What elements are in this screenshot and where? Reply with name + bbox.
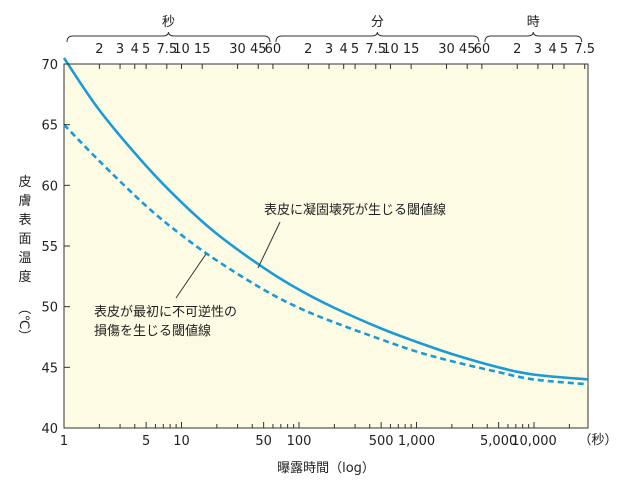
y-axis-title-char: 面 xyxy=(18,232,31,247)
y-tick-label: 50 xyxy=(41,301,58,316)
top-tick-label: 60 xyxy=(474,42,491,57)
top-tick-label: 3 xyxy=(534,42,542,57)
annotation-necrosis-leader xyxy=(257,221,281,269)
top-tick-label: 30 xyxy=(229,42,246,57)
y-tick-label: 60 xyxy=(41,179,58,194)
top-tick-label: 2 xyxy=(95,42,103,57)
y-axis-title-char: 膚 xyxy=(18,193,31,209)
y-tick-label: 40 xyxy=(41,422,58,437)
x-tick-label: 5,000 xyxy=(480,434,517,449)
top-tick-label: 7.5 xyxy=(574,42,595,57)
top-bracket-label: 時 xyxy=(527,15,540,30)
x-tick-label: 1 xyxy=(60,434,68,449)
top-tick-label: 4 xyxy=(548,42,556,57)
y-axis-unit-group: （℃） xyxy=(16,302,31,343)
x-tick-label: 100 xyxy=(287,434,312,449)
annotation-irreversible-label-line2: 損傷を生じる閾値線 xyxy=(94,323,211,339)
top-tick-label: 2 xyxy=(304,42,312,57)
x-tick-label: 10 xyxy=(173,434,190,449)
x-tick-label: 1,000 xyxy=(398,434,435,449)
top-tick-label: 7.5 xyxy=(156,42,177,57)
top-tick-label: 10 xyxy=(173,42,190,57)
annotation-irreversible-leader xyxy=(175,253,207,299)
y-tick-label: 45 xyxy=(41,361,58,376)
top-bracket-label: 秒 xyxy=(162,15,175,30)
top-bracket-label: 分 xyxy=(371,15,384,30)
y-axis-title-char: 温 xyxy=(18,251,31,266)
top-tick-label: 15 xyxy=(194,42,211,57)
x-tick-label: 10,000 xyxy=(511,434,557,449)
x-tick-label: 50 xyxy=(255,434,272,449)
top-tick-label: 45 xyxy=(250,42,267,57)
top-tick-label: 3 xyxy=(325,42,333,57)
top-tick-label: 4 xyxy=(131,42,139,57)
annotation-irreversible-label-line1: 表皮が最初に不可逆性の xyxy=(94,304,237,320)
top-tick-label: 15 xyxy=(403,42,420,57)
top-bracket xyxy=(484,31,583,43)
top-tick-label: 30 xyxy=(438,42,455,57)
top-bracket xyxy=(66,31,271,43)
top-tick-label: 3 xyxy=(116,42,124,57)
top-tick-label: 2 xyxy=(513,42,521,57)
y-axis-unit: （℃） xyxy=(16,302,31,343)
top-tick-label: 10 xyxy=(382,42,399,57)
top-tick-label: 60 xyxy=(265,42,282,57)
y-axis-title-char: 表 xyxy=(18,213,31,228)
top-tick-label: 45 xyxy=(459,42,476,57)
x-tick-label: 5 xyxy=(142,434,150,449)
y-axis-title-char: 皮 xyxy=(18,175,31,190)
annotation-necrosis-label: 表皮に凝固壊死が生じる閾値線 xyxy=(264,202,446,218)
top-tick-label: 7.5 xyxy=(365,42,386,57)
top-tick-label: 5 xyxy=(351,42,359,57)
y-tick-label: 55 xyxy=(41,240,58,255)
top-tick-label: 5 xyxy=(142,42,150,57)
x-axis-title: 曝露時間（log） xyxy=(277,461,375,476)
x-axis-unit: （秒） xyxy=(578,433,617,448)
y-tick-label: 65 xyxy=(41,119,58,134)
top-tick-label: 4 xyxy=(340,42,348,57)
series-necrosis-line xyxy=(62,57,589,381)
top-bracket xyxy=(275,31,480,43)
y-tick-label: 70 xyxy=(41,58,58,73)
top-tick-label: 5 xyxy=(560,42,568,57)
x-tick-label: 500 xyxy=(369,434,394,449)
series-irreversible-line xyxy=(63,123,589,386)
y-axis-title-char: 度 xyxy=(18,269,31,285)
